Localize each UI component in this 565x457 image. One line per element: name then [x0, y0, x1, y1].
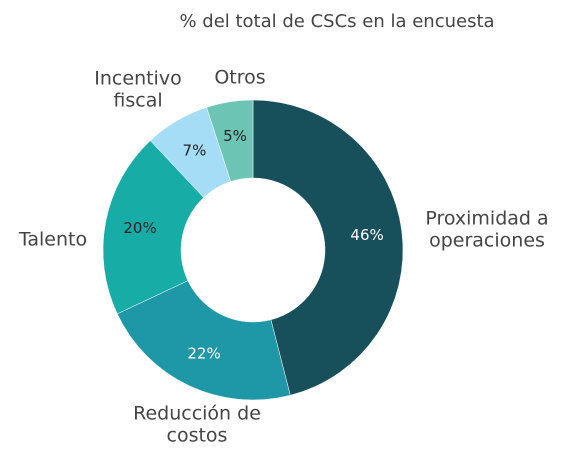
slice [206, 99, 254, 182]
category-label: operaciones [429, 230, 545, 252]
category-label: Proximidad a [425, 208, 548, 230]
slice [116, 280, 291, 401]
value-label: 7% [183, 142, 207, 160]
category-label: fiscal [113, 90, 162, 112]
slice [102, 140, 205, 315]
value-label: 20% [123, 219, 156, 237]
value-label: 22% [187, 345, 220, 363]
category-label: Talento [18, 229, 87, 251]
category-label: costos [167, 425, 228, 447]
category-label: Incentivo [94, 68, 181, 90]
chart-title: % del total de CSCs en la encuesta [179, 11, 494, 32]
value-label: 5% [223, 127, 247, 145]
category-label: Reducción de [133, 403, 261, 425]
category-label: Otros [214, 67, 265, 89]
value-label: 46% [350, 226, 383, 244]
slice [252, 99, 404, 396]
